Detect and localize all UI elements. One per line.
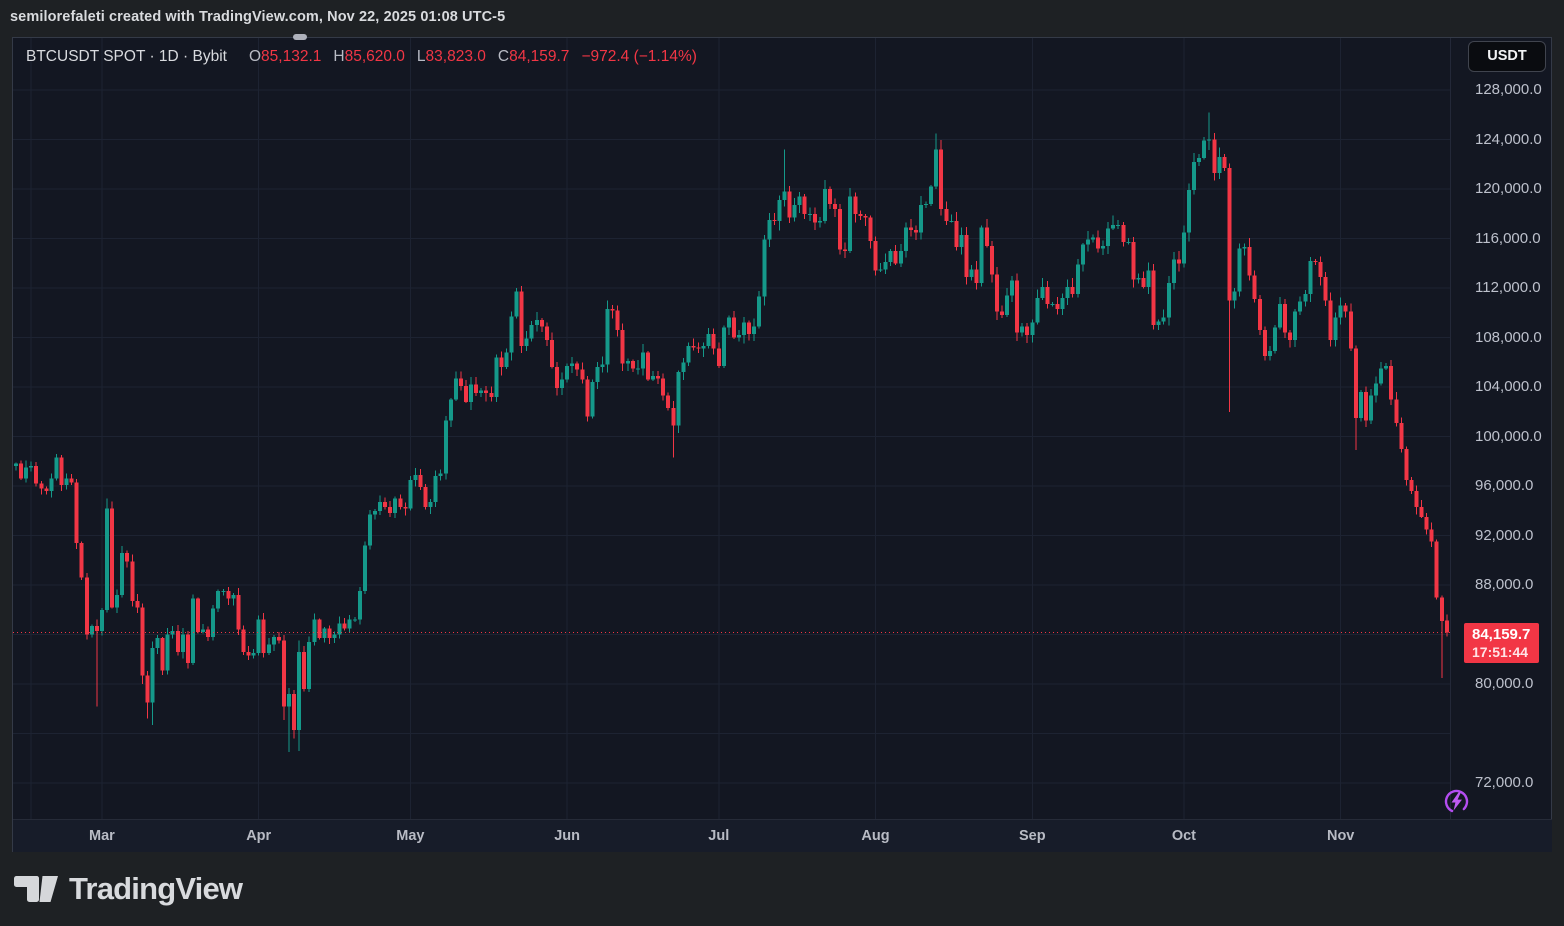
low-value: 83,823.0: [425, 48, 486, 65]
close-value: 84,159.7: [509, 48, 570, 65]
chart-panel: BTCUSDT SPOT · 1D · Bybit O85,132.1 H85,62…: [12, 34, 1552, 852]
high-value: 85,620.0: [344, 48, 405, 65]
time-tick: Aug: [861, 828, 890, 844]
symbol-legend: BTCUSDT SPOT · 1D · Bybit O85,132.1 H85,62…: [26, 48, 697, 66]
bar-countdown: 17:51:44: [1472, 643, 1529, 660]
price-tick: 92,000.0: [1475, 526, 1534, 544]
time-tick: Mar: [89, 828, 115, 844]
symbol-title: BTCUSDT SPOT · 1D · Bybit: [26, 48, 227, 65]
price-tick: 96,000.0: [1475, 477, 1534, 494]
price-tick: 100,000.0: [1475, 427, 1542, 445]
tradingview-logo[interactable]: TradingView: [14, 871, 243, 907]
price-tick: 112,000.0: [1475, 279, 1541, 296]
price-tick: 116,000.0: [1475, 229, 1541, 247]
time-tick: Sep: [1018, 828, 1046, 844]
price-tick: 72,000.0: [1475, 774, 1534, 791]
time-tick: Oct: [1171, 828, 1196, 844]
time-tick: Jul: [708, 828, 730, 844]
time-tick: Nov: [1326, 828, 1355, 844]
price-scale[interactable]: 128,000.0 124,000.0 120,000.0 116,000.0 112,…: [1450, 38, 1552, 819]
attribution-text: semilorefaleti created with TradingView.…: [10, 9, 506, 25]
price-tick: 128,000.0: [1475, 81, 1542, 98]
chart-plot-area[interactable]: [13, 38, 1450, 819]
price-tick: 108,000.0: [1475, 328, 1542, 346]
low-label: L: [416, 48, 426, 65]
high-label: H: [333, 48, 345, 65]
attribution-bar: semilorefaleti created with TradingView.…: [0, 0, 1564, 37]
tradingview-brand-text: TradingView: [69, 871, 243, 906]
price-tick: 120,000.0: [1475, 180, 1542, 197]
currency-toggle-button[interactable]: USDT: [1468, 41, 1546, 72]
footer: TradingView: [0, 852, 1564, 926]
price-tick: 124,000.0: [1475, 130, 1542, 148]
open-label: O: [248, 48, 262, 65]
price-tick: 104,000.0: [1475, 378, 1542, 395]
tradingview-logo-icon: [14, 876, 58, 902]
open-value: 85,132.1: [261, 48, 322, 65]
current-price-label: 84,159.7 17:51:44: [1464, 622, 1539, 663]
time-scale[interactable]: Mar Apr May Jun Jul Aug Sep Oct Nov: [13, 819, 1552, 852]
time-tick: Apr: [246, 828, 272, 844]
time-tick: Jun: [554, 828, 580, 844]
candlestick-chart[interactable]: [13, 38, 1450, 819]
price-tick: 80,000.0: [1475, 675, 1534, 692]
current-price-value: 84,159.7: [1472, 625, 1531, 643]
time-tick: May: [396, 828, 425, 844]
close-label: C: [497, 48, 510, 65]
pane-resize-handle[interactable]: [293, 34, 307, 40]
lightning-icon[interactable]: [1443, 788, 1470, 815]
price-tick: 88,000.0: [1475, 576, 1534, 593]
change-value: −972.4 (−1.14%): [581, 48, 697, 65]
